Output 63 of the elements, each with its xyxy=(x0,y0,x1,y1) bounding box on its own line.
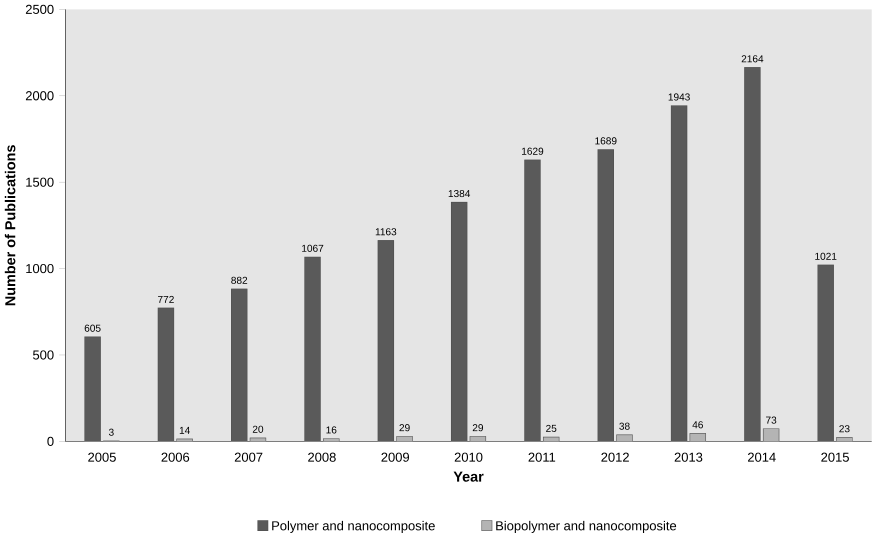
x-tick-label: 2006 xyxy=(162,452,190,462)
bar xyxy=(176,438,193,442)
data-label: 38 xyxy=(619,422,630,430)
bar xyxy=(250,438,266,442)
bar xyxy=(616,434,633,442)
data-label: 605 xyxy=(84,324,101,332)
bar xyxy=(304,256,321,442)
data-label: 2164 xyxy=(742,55,764,62)
x-tick-label: 2013 xyxy=(674,452,702,462)
x-tick-label: 2011 xyxy=(528,452,556,462)
x-tick-label: 2015 xyxy=(821,452,849,462)
legend-label: Biopolymer and nanocomposite xyxy=(496,520,676,533)
bar xyxy=(450,202,468,442)
data-label: 772 xyxy=(158,296,174,303)
data-label: 25 xyxy=(546,424,556,432)
y-tick-label: 2500 xyxy=(26,4,54,14)
x-tick-label: 2012 xyxy=(601,452,629,462)
data-label: 1067 xyxy=(302,244,324,252)
bar xyxy=(84,336,101,442)
bar xyxy=(762,428,780,442)
data-label: 3 xyxy=(108,428,114,436)
data-label: 29 xyxy=(399,424,410,432)
data-label: 16 xyxy=(326,426,336,434)
y-tick-label: 1500 xyxy=(26,178,54,187)
bar xyxy=(670,105,688,442)
y-tick-label: 0 xyxy=(47,436,54,446)
y-tick-label: 500 xyxy=(32,350,54,360)
data-label: 1689 xyxy=(595,137,617,144)
x-axis-title: Year xyxy=(454,472,484,482)
bar xyxy=(744,67,761,442)
x-tick-label: 2008 xyxy=(308,452,336,462)
x-tick-label: 2009 xyxy=(381,452,410,462)
bar xyxy=(836,437,853,442)
y-axis-title: Number of Publications xyxy=(4,145,16,306)
x-tick-label: 2010 xyxy=(454,452,482,462)
data-label: 1629 xyxy=(522,148,544,155)
x-tick-label: 2014 xyxy=(748,452,776,462)
bar xyxy=(378,240,394,442)
data-label: 29 xyxy=(472,424,484,432)
data-label: 1021 xyxy=(815,252,836,260)
bar xyxy=(470,436,486,442)
data-label: 1163 xyxy=(376,228,396,236)
data-label: 1384 xyxy=(448,190,470,198)
data-label: 20 xyxy=(252,426,264,433)
bar xyxy=(158,308,174,442)
legend-label: Polymer and nanocomposite xyxy=(272,520,435,533)
bar xyxy=(231,288,248,442)
data-label: 73 xyxy=(766,416,776,424)
bar xyxy=(396,436,413,442)
y-tick-label: 2000 xyxy=(26,91,54,100)
bar xyxy=(598,149,614,442)
x-tick-label: 2007 xyxy=(234,452,262,462)
data-label: 1943 xyxy=(668,93,690,100)
data-label: 46 xyxy=(692,421,703,428)
bar xyxy=(817,264,834,442)
y-tick-label: 1000 xyxy=(26,264,54,274)
bar xyxy=(524,160,541,442)
bar xyxy=(542,436,560,442)
data-label: 23 xyxy=(839,425,850,432)
data-label: 882 xyxy=(231,276,248,284)
x-tick-label: 2005 xyxy=(88,452,116,462)
bar xyxy=(690,433,706,442)
data-label: 14 xyxy=(180,426,190,434)
